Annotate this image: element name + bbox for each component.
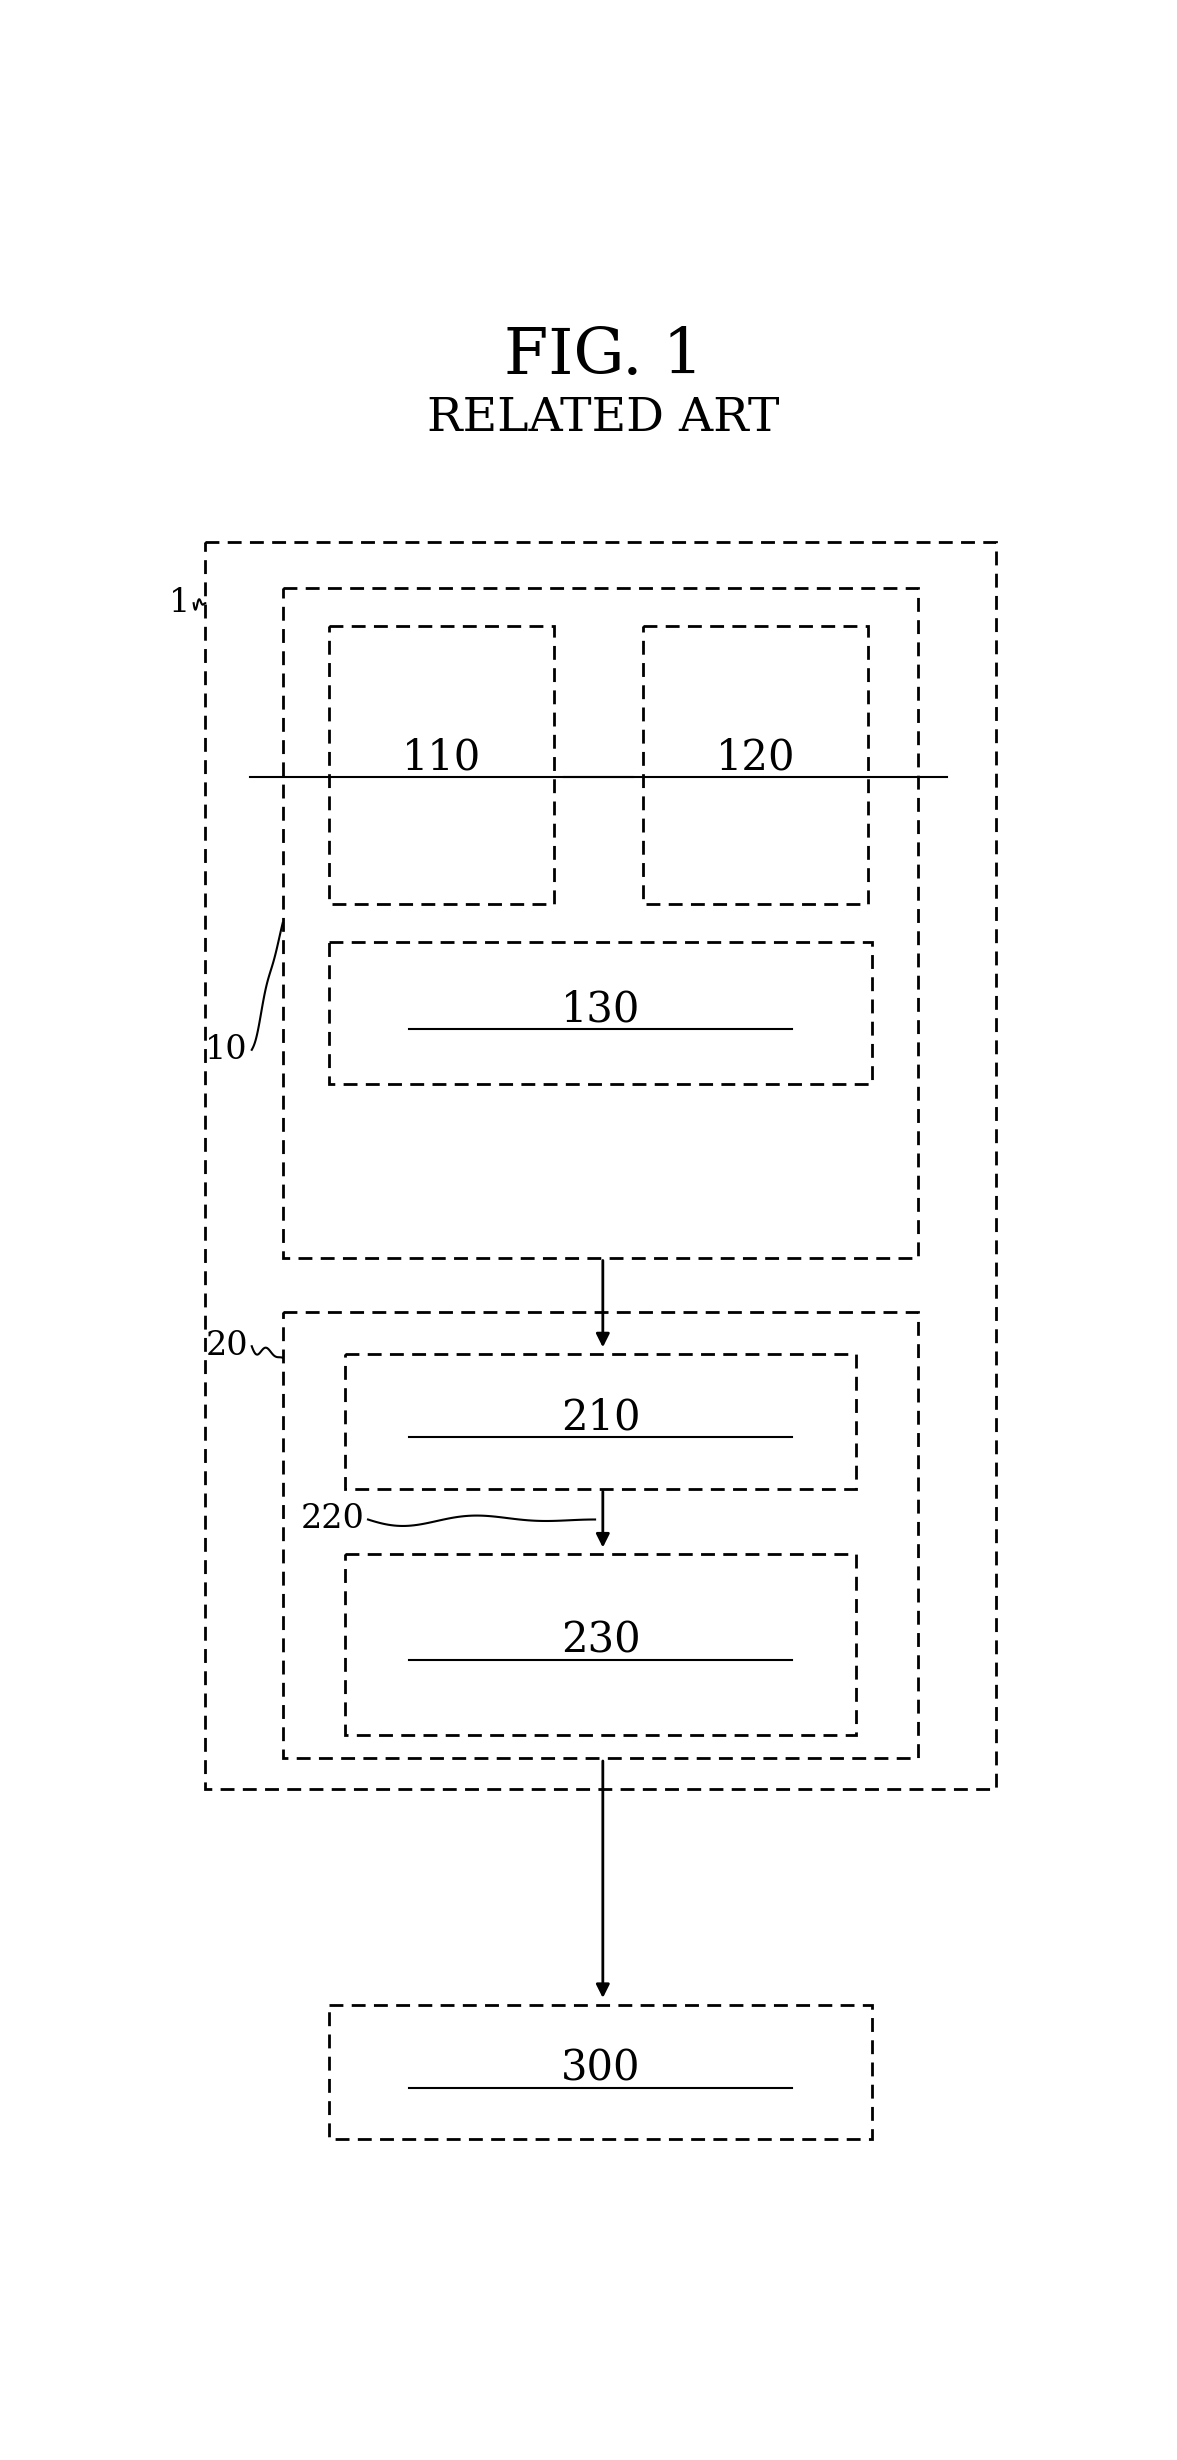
Text: 230: 230: [560, 1619, 640, 1663]
Text: 20: 20: [205, 1331, 248, 1363]
Bar: [330, 2005, 872, 2140]
Text: RELATED ART: RELATED ART: [427, 396, 779, 440]
Text: 1: 1: [168, 588, 189, 620]
Text: 210: 210: [560, 1397, 640, 1439]
Text: 120: 120: [716, 736, 796, 777]
Text: 110: 110: [403, 736, 481, 777]
Bar: [345, 1555, 856, 1734]
Bar: [643, 627, 867, 903]
Bar: [330, 627, 554, 903]
Text: 300: 300: [560, 2047, 640, 2089]
Bar: [205, 541, 996, 1788]
Bar: [282, 1311, 918, 1759]
Text: 130: 130: [560, 989, 640, 1031]
Bar: [345, 1353, 856, 1488]
Bar: [330, 942, 872, 1085]
Text: FIG. 1: FIG. 1: [504, 327, 703, 386]
Bar: [282, 588, 918, 1257]
Text: 10: 10: [205, 1033, 248, 1065]
Text: 220: 220: [300, 1503, 364, 1535]
